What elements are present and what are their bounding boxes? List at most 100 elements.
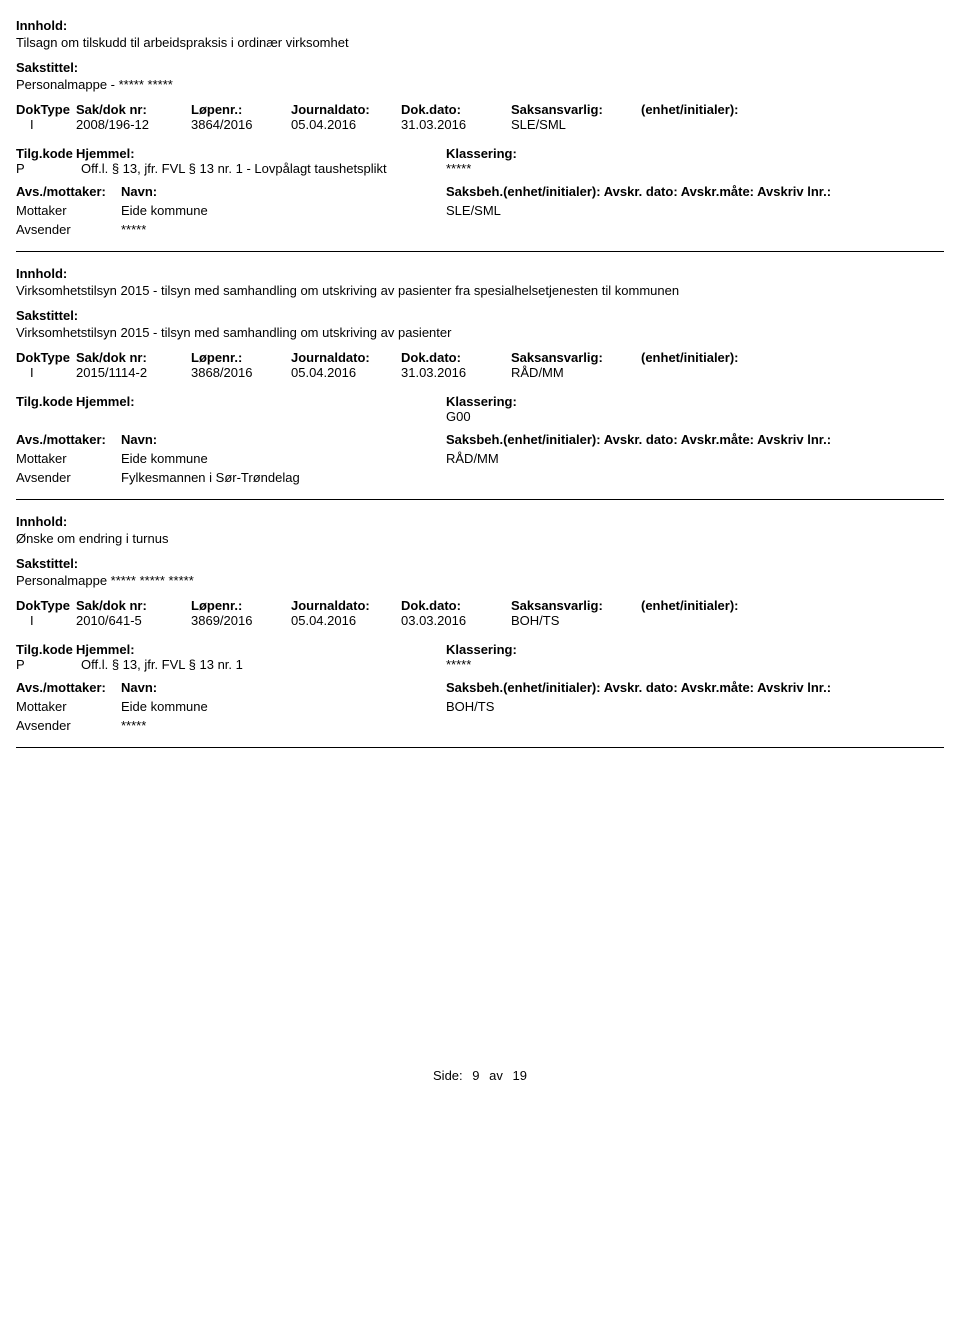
sakdok-value: 2008/196-12 (76, 117, 191, 132)
avsender-label: Avsender (16, 470, 121, 485)
doktype-value: I (16, 117, 76, 132)
journaldato-value: 05.04.2016 (291, 365, 401, 380)
lopenr-header: Løpenr.: (191, 102, 291, 117)
tilg-p-value: P (16, 657, 81, 672)
enhet-value (641, 365, 781, 380)
klassering-value: ***** (446, 161, 646, 176)
lopenr-value: 3864/2016 (191, 117, 291, 132)
tilg-header-row: Tilg.kode Hjemmel: Klassering: (16, 642, 944, 657)
klassering-header: Klassering: (446, 394, 646, 409)
navn-header: Navn: (121, 432, 446, 447)
saksbeh-value: RÅD/MM (446, 451, 646, 466)
sakdok-header: Sak/dok nr: (76, 102, 191, 117)
journaldato-value: 05.04.2016 (291, 613, 401, 628)
dokdato-value: 31.03.2016 (401, 117, 511, 132)
dokdato-header: Dok.dato: (401, 598, 511, 613)
sakdok-value: 2010/641-5 (76, 613, 191, 628)
sakstittel-value: Personalmappe - ***** ***** (16, 77, 944, 92)
page-footer: Side: 9 av 19 (16, 1068, 944, 1083)
lopenr-value: 3869/2016 (191, 613, 291, 628)
metadata-header-row: DokType Sak/dok nr: Løpenr.: Journaldato… (16, 350, 944, 365)
sakstittel-value: Personalmappe ***** ***** ***** (16, 573, 944, 588)
enhet-header: (enhet/initialer): (641, 598, 781, 613)
klassering-value: G00 (446, 409, 646, 424)
saksbeh-value: BOH/TS (446, 699, 646, 714)
tilg-p-value (16, 409, 81, 424)
doktype-header: DokType (16, 102, 76, 117)
klassering-header: Klassering: (446, 642, 646, 657)
tilg-value-row: P Off.l. § 13, jfr. FVL § 13 nr. 1 - Lov… (16, 161, 944, 176)
metadata-header-row: DokType Sak/dok nr: Løpenr.: Journaldato… (16, 102, 944, 117)
mottaker-label: Mottaker (16, 451, 121, 466)
tilgkode-header: Tilg.kode (16, 642, 76, 657)
enhet-value (641, 117, 781, 132)
dokdato-value: 31.03.2016 (401, 365, 511, 380)
journal-record: Innhold: Virksomhetstilsyn 2015 - tilsyn… (16, 266, 944, 500)
innhold-label: Innhold: (16, 18, 944, 33)
mottaker-name: Eide kommune (121, 699, 446, 714)
metadata-header-row: DokType Sak/dok nr: Løpenr.: Journaldato… (16, 598, 944, 613)
lopenr-header: Løpenr.: (191, 598, 291, 613)
saksansvarlig-value: SLE/SML (511, 117, 641, 132)
avsender-row: Avsender ***** (16, 222, 944, 237)
hjemmel-header: Hjemmel: (76, 146, 446, 161)
saksbeh-header-row: Avs./mottaker: Navn: Saksbeh.(enhet/init… (16, 184, 944, 199)
avsmottaker-header: Avs./mottaker: (16, 432, 121, 447)
sakdok-header: Sak/dok nr: (76, 598, 191, 613)
saksbeh-value: SLE/SML (446, 203, 646, 218)
journaldato-value: 05.04.2016 (291, 117, 401, 132)
sakstittel-value: Virksomhetstilsyn 2015 - tilsyn med samh… (16, 325, 944, 340)
avsender-name: ***** (121, 222, 446, 237)
tilg-p-value: P (16, 161, 81, 176)
hjemmel-header: Hjemmel: (76, 394, 446, 409)
avsender-name: ***** (121, 718, 446, 733)
hjemmel-header: Hjemmel: (76, 642, 446, 657)
saksbeh-header-row: Avs./mottaker: Navn: Saksbeh.(enhet/init… (16, 432, 944, 447)
journal-record: Innhold: Ønske om endring i turnus Sakst… (16, 514, 944, 748)
tilgkode-header: Tilg.kode (16, 394, 76, 409)
innhold-value: Tilsagn om tilskudd til arbeidspraksis i… (16, 35, 944, 50)
avsmottaker-header: Avs./mottaker: (16, 184, 121, 199)
enhet-header: (enhet/initialer): (641, 102, 781, 117)
avsender-row: Avsender ***** (16, 718, 944, 733)
page-number: 9 (472, 1068, 479, 1083)
av-label: av (489, 1068, 503, 1083)
tilgkode-header: Tilg.kode (16, 146, 76, 161)
dokdato-value: 03.03.2016 (401, 613, 511, 628)
tilg-value-row: P Off.l. § 13, jfr. FVL § 13 nr. 1 ***** (16, 657, 944, 672)
saksbeh-header: Saksbeh.(enhet/initialer): Avskr. dato: … (446, 432, 926, 447)
klassering-header: Klassering: (446, 146, 646, 161)
sakstittel-label: Sakstittel: (16, 60, 944, 75)
hjemmel-value: Off.l. § 13, jfr. FVL § 13 nr. 1 - Lovpå… (81, 161, 446, 176)
mottaker-name: Eide kommune (121, 203, 446, 218)
lopenr-header: Løpenr.: (191, 350, 291, 365)
avsmottaker-header: Avs./mottaker: (16, 680, 121, 695)
avsender-label: Avsender (16, 222, 121, 237)
hjemmel-value (81, 409, 446, 424)
mottaker-row: Mottaker Eide kommune RÅD/MM (16, 451, 944, 466)
metadata-row: I 2010/641-5 3869/2016 05.04.2016 03.03.… (16, 613, 944, 628)
avsender-row: Avsender Fylkesmannen i Sør-Trøndelag (16, 470, 944, 485)
doktype-header: DokType (16, 598, 76, 613)
saksansvarlig-value: RÅD/MM (511, 365, 641, 380)
enhet-header: (enhet/initialer): (641, 350, 781, 365)
mottaker-row: Mottaker Eide kommune SLE/SML (16, 203, 944, 218)
mottaker-name: Eide kommune (121, 451, 446, 466)
innhold-label: Innhold: (16, 266, 944, 281)
saksbeh-header: Saksbeh.(enhet/initialer): Avskr. dato: … (446, 184, 926, 199)
mottaker-label: Mottaker (16, 699, 121, 714)
klassering-value: ***** (446, 657, 646, 672)
sakdok-header: Sak/dok nr: (76, 350, 191, 365)
enhet-value (641, 613, 781, 628)
avsender-name: Fylkesmannen i Sør-Trøndelag (121, 470, 446, 485)
dokdato-header: Dok.dato: (401, 102, 511, 117)
sakstittel-label: Sakstittel: (16, 308, 944, 323)
tilg-header-row: Tilg.kode Hjemmel: Klassering: (16, 146, 944, 161)
journaldato-header: Journaldato: (291, 598, 401, 613)
dokdato-header: Dok.dato: (401, 350, 511, 365)
doktype-value: I (16, 365, 76, 380)
saksansvarlig-header: Saksansvarlig: (511, 598, 641, 613)
tilg-header-row: Tilg.kode Hjemmel: Klassering: (16, 394, 944, 409)
journaldato-header: Journaldato: (291, 350, 401, 365)
metadata-row: I 2008/196-12 3864/2016 05.04.2016 31.03… (16, 117, 944, 132)
